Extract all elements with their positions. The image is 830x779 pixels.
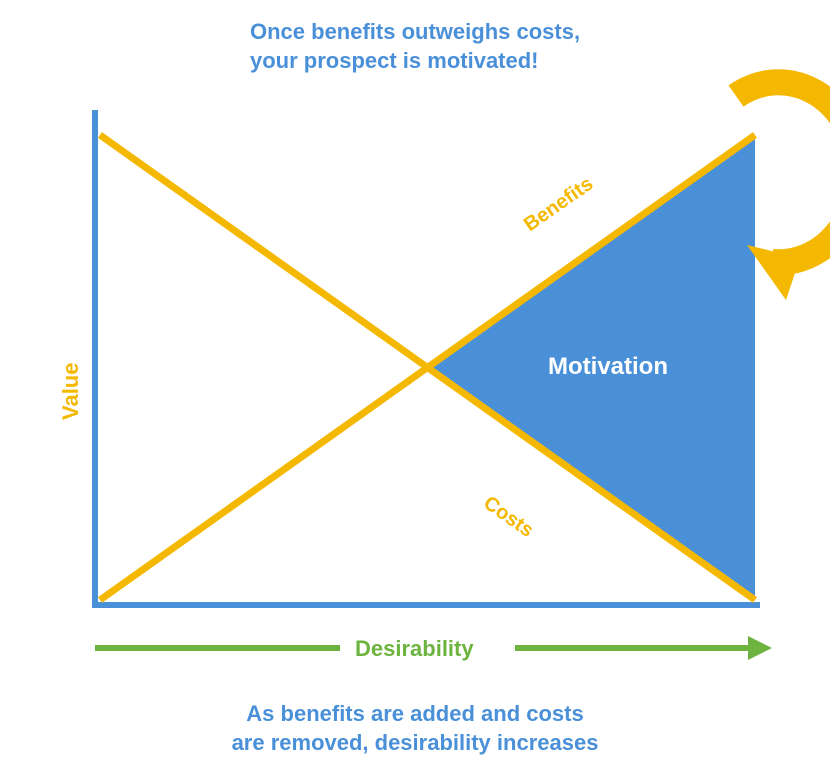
chart-svg	[0, 0, 830, 779]
motivation-label: Motivation	[548, 353, 668, 381]
y-axis-label: Value	[58, 363, 84, 420]
bottom-caption: As benefits are added and costs are remo…	[0, 700, 830, 757]
bottom-line1: As benefits are added and costs	[246, 701, 583, 726]
diagram-container: Once benefits outweighs costs, your pros…	[0, 0, 830, 779]
bottom-line2: are removed, desirability increases	[232, 730, 599, 755]
desirability-arrowhead	[748, 636, 772, 660]
x-axis-label: Desirability	[355, 636, 474, 662]
